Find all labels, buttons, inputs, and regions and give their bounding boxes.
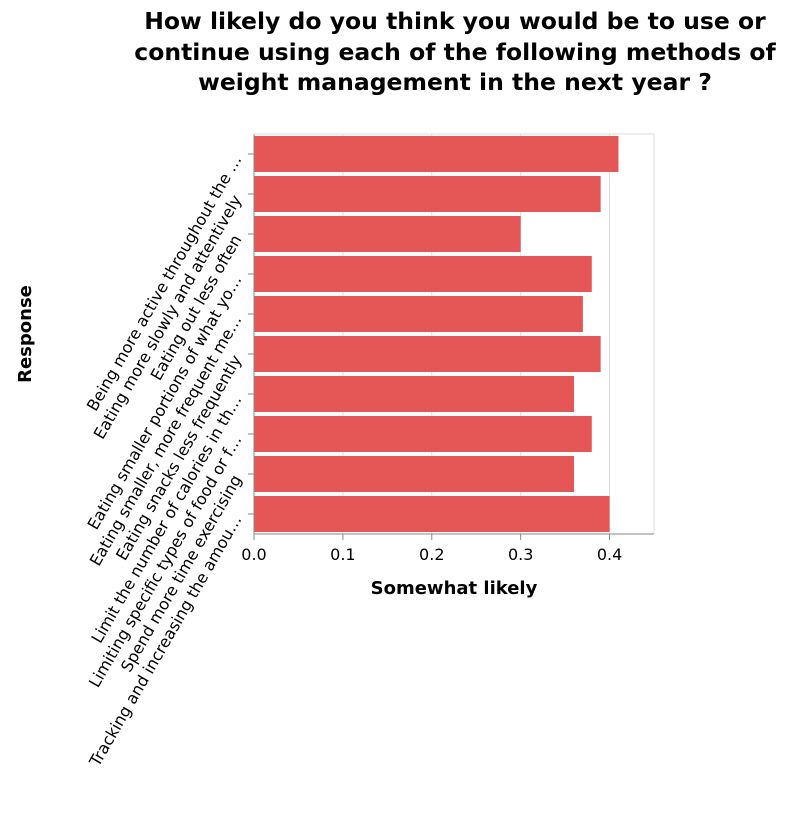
y-axis-ticks: Being more active throughout the …Eating… <box>83 152 254 770</box>
bar[interactable] <box>254 336 601 372</box>
x-tick-label: 0.3 <box>508 545 533 564</box>
bar[interactable] <box>254 176 601 212</box>
x-axis-ticks: 0.0 0.1 0.2 0.3 0.4 <box>241 534 622 564</box>
x-tick-label: 0.1 <box>330 545 355 564</box>
bar[interactable] <box>254 256 592 292</box>
x-tick-label: 0.4 <box>597 545 622 564</box>
bar[interactable] <box>254 416 592 452</box>
bar[interactable] <box>254 296 583 332</box>
y-axis-title: Response <box>15 285 36 383</box>
bar[interactable] <box>254 216 521 252</box>
bars <box>254 136 619 532</box>
bar[interactable] <box>254 136 619 172</box>
bar[interactable] <box>254 496 610 532</box>
x-axis-title: Somewhat likely <box>371 578 538 599</box>
x-tick-label: 0.2 <box>419 545 444 564</box>
chart-title: How likely do you think you would be to … <box>134 7 776 96</box>
axes <box>253 133 655 535</box>
bar[interactable] <box>254 456 574 492</box>
bar[interactable] <box>254 376 574 412</box>
x-tick-label: 0.0 <box>241 545 266 564</box>
